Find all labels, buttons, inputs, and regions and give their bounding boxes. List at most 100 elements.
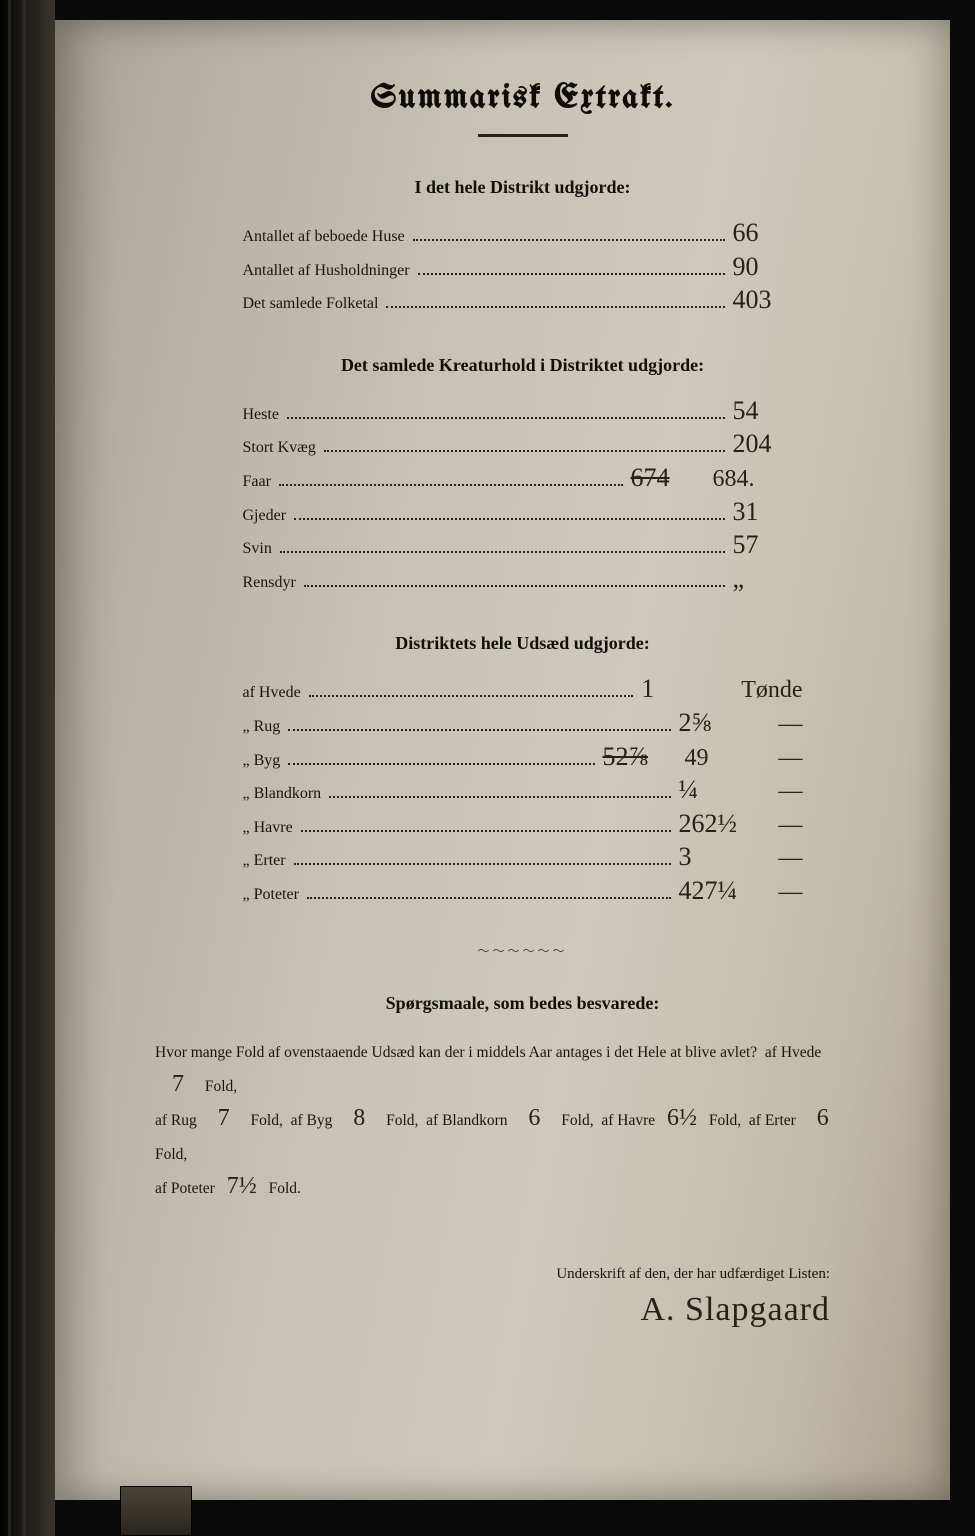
row-label: „ Rug — [243, 710, 281, 744]
leader-dots — [418, 269, 725, 274]
section2-rows: Heste 54 Stort Kvæg 204 Faar 674 684. Gj… — [243, 398, 803, 600]
row-label: „ Poteter — [243, 878, 299, 912]
row-rensdyr: Rensdyr „ — [243, 566, 803, 600]
row-label: „ Blandkorn — [243, 777, 322, 811]
row-value: 57 — [733, 532, 803, 558]
section1-rows: Antallet af beboede Huse 66 Antallet af … — [243, 220, 803, 321]
signature-block: Underskrift af den, der har udfærdiget L… — [155, 1266, 890, 1329]
q-byg-value: 8 — [336, 1106, 382, 1130]
section3-rows: af Hvede 1 Tønde „ Rug 2⅝ — „ Byg 52⅞ 49… — [243, 676, 803, 911]
q-blandkorn-value: 6 — [511, 1106, 557, 1130]
q-byg-label: af Byg — [291, 1112, 333, 1129]
ditto-mark: — — [779, 712, 803, 736]
leader-dots — [301, 827, 671, 832]
q-rug-label: af Rug — [155, 1112, 197, 1129]
leader-dots — [309, 692, 634, 697]
unit-label: Tønde — [741, 678, 802, 702]
q-blandkorn-suffix: Fold, — [561, 1112, 593, 1129]
leader-dots — [329, 793, 670, 798]
ditto-mark: — — [779, 813, 803, 837]
q-byg-suffix: Fold, — [386, 1112, 418, 1129]
row-value: 674 — [631, 465, 701, 491]
row-label: Gjeder — [243, 499, 287, 533]
row-gjeder: Gjeder 31 — [243, 499, 803, 533]
leader-dots — [294, 514, 724, 519]
q-hvede-label: af Hvede — [765, 1044, 821, 1061]
ditto-mark: — — [779, 746, 803, 770]
row-label: „ Erter — [243, 844, 286, 878]
row-value: 3 — [679, 844, 749, 870]
row-havre: „ Havre 262½ — — [243, 811, 803, 845]
section3-heading: Distriktets hele Udsæd udgjorde: — [155, 633, 890, 654]
row-value: 66 — [733, 220, 803, 246]
row-svin: Svin 57 — [243, 532, 803, 566]
row-hvede: af Hvede 1 Tønde — [243, 676, 803, 710]
row-value: 204 — [733, 431, 803, 457]
ditto-mark: — — [779, 846, 803, 870]
leader-dots — [386, 303, 724, 308]
row-value: 2⅝ — [679, 710, 749, 736]
row-stort-kvaeg: Stort Kvæg 204 — [243, 431, 803, 465]
document-page: Summarisk Extrakt. I det hele Distrikt u… — [55, 20, 950, 1500]
row-value: 54 — [733, 398, 803, 424]
q-erter-label: af Erter — [749, 1112, 796, 1129]
leader-dots — [288, 726, 670, 731]
row-label: Rensdyr — [243, 566, 296, 600]
leader-dots — [280, 548, 725, 553]
row-beboede-huse: Antallet af beboede Huse 66 — [243, 220, 803, 254]
row-faar: Faar 674 684. — [243, 465, 803, 499]
row-value: „ — [733, 566, 803, 592]
leader-dots — [413, 236, 725, 241]
row-corrected: 684. — [713, 467, 803, 491]
row-label: Det samlede Folketal — [243, 287, 379, 321]
question-block: Hvor mange Fold af ovenstaaende Udsæd ka… — [155, 1036, 850, 1206]
leader-dots — [307, 894, 671, 899]
q-erter-value: 6 — [800, 1106, 846, 1130]
q-havre-label: af Havre — [601, 1112, 655, 1129]
row-label: Stort Kvæg — [243, 431, 316, 465]
signature-label: Underskrift af den, der har udfærdiget L… — [155, 1266, 830, 1283]
row-value: 90 — [733, 254, 803, 280]
q-poteter-suffix: Fold. — [269, 1180, 301, 1197]
q-erter-suffix: Fold, — [155, 1146, 187, 1163]
q-rug-suffix: Fold, — [251, 1112, 283, 1129]
section-divider: ～～～～～～ — [448, 942, 598, 959]
question-heading: Spørgsmaale, som bedes besvarede: — [155, 993, 890, 1014]
row-label: Antallet af Husholdninger — [243, 254, 410, 288]
row-label: Svin — [243, 532, 272, 566]
q-poteter-value: 7½ — [219, 1174, 265, 1198]
row-corrected: 49 — [685, 746, 775, 770]
row-folketal: Det samlede Folketal 403 — [243, 287, 803, 321]
row-poteter: „ Poteter 427¼ — — [243, 878, 803, 912]
page-title: Summarisk Extrakt. — [155, 80, 890, 116]
q-havre-suffix: Fold, — [709, 1112, 741, 1129]
q-poteter-label: af Poteter — [155, 1180, 215, 1197]
archive-tab — [120, 1486, 192, 1536]
row-rug: „ Rug 2⅝ — — [243, 710, 803, 744]
row-husholdninger: Antallet af Husholdninger 90 — [243, 254, 803, 288]
book-spine — [0, 0, 55, 1536]
title-rule — [478, 134, 568, 137]
leader-dots — [288, 759, 594, 764]
q-blandkorn-label: af Blandkorn — [426, 1112, 507, 1129]
row-heste: Heste 54 — [243, 398, 803, 432]
question-lead: Hvor mange Fold af ovenstaaende Udsæd ka… — [155, 1044, 757, 1061]
row-value: 427¼ — [679, 878, 749, 904]
row-value: ¼ — [679, 777, 749, 803]
row-label: „ Byg — [243, 744, 281, 778]
row-value: 262½ — [679, 811, 749, 837]
leader-dots — [287, 414, 725, 419]
row-label: af Hvede — [243, 676, 301, 710]
row-value: 31 — [733, 499, 803, 525]
row-label: Faar — [243, 465, 271, 499]
row-label: „ Havre — [243, 811, 293, 845]
section1-heading: I det hele Distrikt udgjorde: — [155, 177, 890, 198]
ditto-mark: — — [779, 779, 803, 803]
row-value: 1 — [641, 676, 711, 702]
leader-dots — [304, 582, 725, 587]
ditto-mark: — — [779, 880, 803, 904]
q-rug-value: 7 — [201, 1106, 247, 1130]
leader-dots — [279, 481, 623, 486]
row-value: 403 — [733, 287, 803, 313]
signature-name: A. Slapgaard — [155, 1291, 830, 1329]
